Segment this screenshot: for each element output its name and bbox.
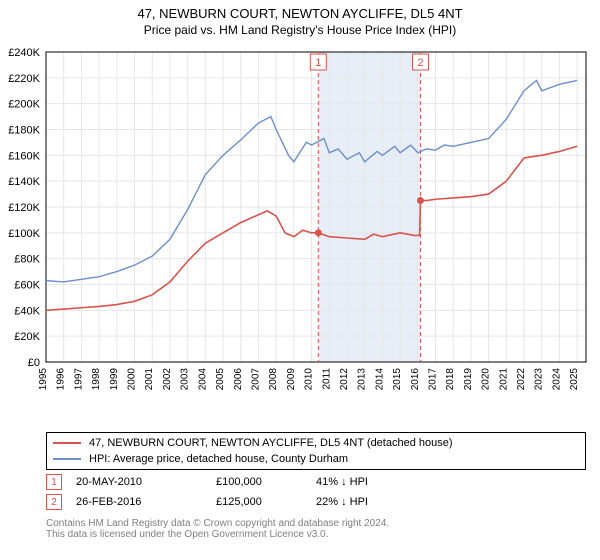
- event-marker-icon: 1: [46, 474, 62, 490]
- svg-text:2012: 2012: [339, 368, 350, 391]
- svg-text:2025: 2025: [569, 368, 580, 391]
- svg-text:2022: 2022: [516, 368, 527, 391]
- svg-text:1998: 1998: [91, 368, 102, 391]
- svg-text:2017: 2017: [428, 368, 439, 391]
- event-date: 20-MAY-2010: [76, 476, 216, 488]
- event-price: £100,000: [216, 476, 316, 488]
- legend-label: HPI: Average price, detached house, Coun…: [89, 453, 348, 465]
- event-row: 1 20-MAY-2010 £100,000 41% ↓ HPI: [46, 472, 586, 492]
- legend: 47, NEWBURN COURT, NEWTON AYCLIFFE, DL5 …: [46, 432, 586, 470]
- svg-text:2023: 2023: [534, 368, 545, 391]
- svg-text:2019: 2019: [463, 368, 474, 391]
- footer: Contains HM Land Registry data © Crown c…: [46, 518, 586, 540]
- legend-row-hpi: HPI: Average price, detached house, Coun…: [53, 451, 579, 467]
- svg-text:2011: 2011: [321, 368, 332, 390]
- svg-text:2004: 2004: [197, 368, 208, 391]
- event-marker-icon: 2: [46, 494, 62, 510]
- svg-text:£160K: £160K: [8, 150, 40, 162]
- svg-text:2021: 2021: [498, 368, 509, 391]
- svg-text:£0: £0: [28, 357, 40, 369]
- price-chart: £0£20K£40K£60K£80K£100K£120K£140K£160K£1…: [46, 52, 586, 402]
- svg-text:1999: 1999: [109, 368, 120, 391]
- svg-text:£80K: £80K: [14, 254, 40, 266]
- svg-text:2005: 2005: [215, 368, 226, 391]
- svg-text:2002: 2002: [162, 368, 173, 391]
- svg-text:£140K: £140K: [8, 176, 40, 188]
- svg-text:£20K: £20K: [14, 331, 40, 343]
- footer-line: Contains HM Land Registry data © Crown c…: [46, 518, 586, 529]
- legend-row-property: 47, NEWBURN COURT, NEWTON AYCLIFFE, DL5 …: [53, 435, 579, 451]
- event-price: £125,000: [216, 496, 316, 508]
- event-delta: 22% ↓ HPI: [316, 496, 368, 508]
- svg-text:1: 1: [315, 57, 321, 69]
- event-delta: 41% ↓ HPI: [316, 476, 368, 488]
- svg-text:2014: 2014: [374, 368, 385, 391]
- svg-text:2003: 2003: [180, 368, 191, 391]
- svg-text:2: 2: [417, 57, 423, 69]
- svg-text:1996: 1996: [56, 368, 67, 391]
- svg-text:2006: 2006: [233, 368, 244, 391]
- svg-text:2001: 2001: [144, 368, 155, 391]
- svg-text:2009: 2009: [286, 368, 297, 391]
- svg-text:£120K: £120K: [8, 202, 40, 214]
- svg-text:£220K: £220K: [8, 73, 40, 85]
- svg-text:£40K: £40K: [14, 305, 40, 317]
- svg-text:2020: 2020: [481, 368, 492, 391]
- page-title: 47, NEWBURN COURT, NEWTON AYCLIFFE, DL5 …: [0, 6, 600, 21]
- svg-text:2016: 2016: [410, 368, 421, 391]
- svg-text:1997: 1997: [73, 368, 84, 391]
- legend-swatch: [53, 458, 81, 460]
- svg-text:2000: 2000: [127, 368, 138, 391]
- svg-text:1995: 1995: [38, 368, 49, 391]
- svg-text:2010: 2010: [304, 368, 315, 391]
- event-date: 26-FEB-2016: [76, 496, 216, 508]
- svg-text:£100K: £100K: [8, 228, 40, 240]
- svg-text:£200K: £200K: [8, 99, 40, 111]
- legend-label: 47, NEWBURN COURT, NEWTON AYCLIFFE, DL5 …: [89, 437, 453, 449]
- svg-text:£240K: £240K: [8, 47, 40, 59]
- legend-swatch: [53, 442, 81, 444]
- footer-line: This data is licensed under the Open Gov…: [46, 529, 586, 540]
- svg-text:2015: 2015: [392, 368, 403, 391]
- svg-text:2024: 2024: [551, 368, 562, 391]
- svg-text:2008: 2008: [268, 368, 279, 391]
- svg-text:2018: 2018: [445, 368, 456, 391]
- svg-text:£180K: £180K: [8, 125, 40, 137]
- svg-text:2013: 2013: [357, 368, 368, 391]
- event-row: 2 26-FEB-2016 £125,000 22% ↓ HPI: [46, 492, 586, 512]
- svg-text:2007: 2007: [250, 368, 261, 391]
- svg-text:£60K: £60K: [14, 280, 40, 292]
- event-list: 1 20-MAY-2010 £100,000 41% ↓ HPI 2 26-FE…: [46, 472, 586, 512]
- page-subtitle: Price paid vs. HM Land Registry's House …: [0, 23, 600, 37]
